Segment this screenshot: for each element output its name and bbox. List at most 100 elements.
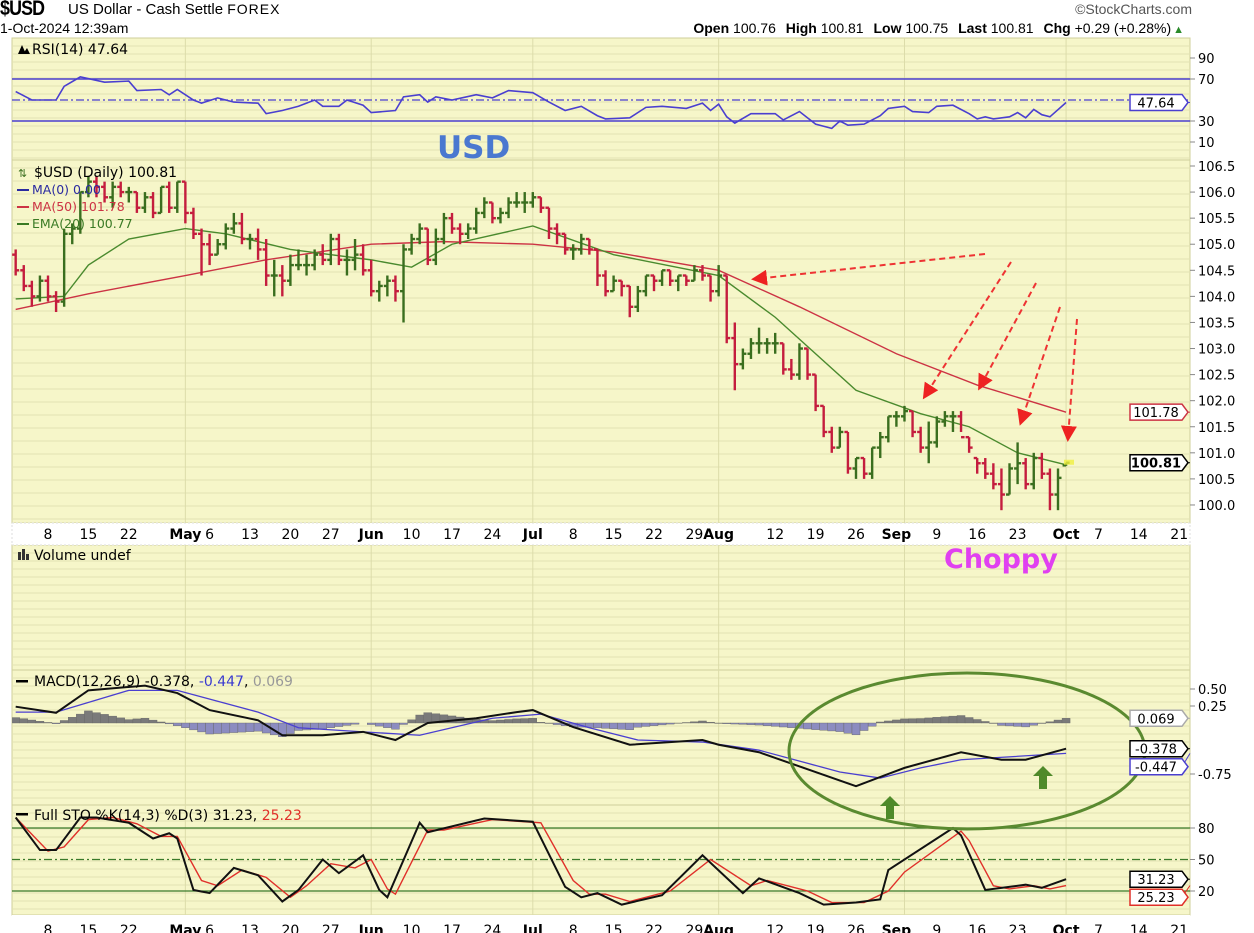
ohlc-bar xyxy=(529,192,537,208)
ohlc-bar xyxy=(173,180,181,213)
sto-k-tag xyxy=(1129,870,1189,888)
x-tick-label: 26 xyxy=(847,527,865,543)
macd-histogram-bar xyxy=(407,719,416,724)
macd-histogram-bar xyxy=(956,715,966,724)
macd-histogram-bar xyxy=(1061,718,1071,724)
ohlc-bar xyxy=(189,207,197,240)
ohlc-bar xyxy=(585,237,593,255)
security-name: US Dollar - Cash Settle xyxy=(68,1,224,18)
macd-histogram-bar xyxy=(803,722,812,730)
ohlc-bar xyxy=(375,280,383,302)
ohlc-bar xyxy=(294,249,302,271)
macd-histogram-bar xyxy=(68,717,77,724)
ohlc-bar xyxy=(1030,452,1038,490)
macd-histogram-bar xyxy=(92,712,101,724)
ohlc-bar xyxy=(480,197,488,219)
ohlc-bar xyxy=(206,233,214,266)
macd-hist-tag-text: 0.069 xyxy=(1137,712,1174,727)
ohlc-bar xyxy=(577,233,585,255)
ohlc-bar xyxy=(876,431,884,459)
x-tick-label: 8 xyxy=(569,527,578,543)
x-tick-label: 13 xyxy=(241,527,259,543)
macd-histogram-bar xyxy=(722,722,731,724)
rsi-axis-tick-label: 30 xyxy=(1198,115,1215,130)
ohlc-bar xyxy=(343,249,351,276)
x-tick-label: 20 xyxy=(281,527,299,543)
ohlc-bar xyxy=(36,275,44,302)
ohlc-bar xyxy=(1022,458,1030,490)
ohlc-bar xyxy=(925,421,933,464)
x-tick-label: 29 xyxy=(685,527,703,543)
macd-histogram-bar xyxy=(762,722,772,726)
ma50-line xyxy=(15,240,1067,413)
price-axis-tick-label: 100.5 xyxy=(1198,473,1235,488)
macd-histogram-bar xyxy=(140,718,150,724)
last-value: 100.81 xyxy=(990,20,1034,36)
x-tick-label: 12 xyxy=(766,527,784,543)
x-tick-label: 20 xyxy=(281,923,299,933)
ohlc-bar xyxy=(957,411,965,439)
ohlc-bar xyxy=(198,228,206,276)
rsi-legend: RSI(14) 47.64 xyxy=(32,42,128,58)
ohlc-bar xyxy=(351,239,359,271)
macd-histogram-bar xyxy=(932,717,941,724)
macd-histogram-bar xyxy=(124,719,134,724)
ohlc-bar xyxy=(12,249,20,276)
price-axis-tick-label: 105.5 xyxy=(1198,212,1235,227)
macd-histogram-bar xyxy=(423,712,432,724)
ohlc-bar xyxy=(246,233,254,250)
x-tick-label: 15 xyxy=(79,923,97,933)
x-tick-label: Sep xyxy=(882,527,912,543)
ohlc-bar xyxy=(642,274,650,297)
sto-legend: Full STO %K(14,3) %D(3) 31.23, 25.23 xyxy=(34,808,302,824)
ohlc-bar xyxy=(456,223,464,245)
ohlc-bar xyxy=(408,233,416,255)
macd-histogram-bar xyxy=(730,722,739,725)
macd-histogram-bar xyxy=(76,713,85,724)
macd-histogram-bar xyxy=(100,714,109,724)
x-tick-label: 15 xyxy=(79,527,97,543)
macd-histogram-bar xyxy=(892,719,901,724)
macd-axis-tick-label: 0.25 xyxy=(1198,700,1227,715)
high-label: High xyxy=(785,20,817,36)
ohlc-bar xyxy=(618,279,626,297)
ohlc-bar xyxy=(141,192,149,213)
macd-histogram-bar xyxy=(908,718,917,724)
ohlc-bar xyxy=(698,265,706,281)
ohlc-bar xyxy=(286,254,294,286)
macd-histogram-bar xyxy=(981,721,990,724)
x-tick-label: Jun xyxy=(358,527,384,543)
x-tick-label: 22 xyxy=(645,527,663,543)
macd-histogram-bar xyxy=(496,719,505,724)
price-axis-tick-label: 102.0 xyxy=(1198,395,1235,410)
usd-annotation: USD xyxy=(437,130,510,166)
x-tick-label: 21 xyxy=(1170,923,1188,933)
sto-k-tag-text: 31.23 xyxy=(1137,873,1174,888)
stockcharts-copyright[interactable]: ©StockCharts.com xyxy=(1075,1,1192,17)
macd-histogram-bar xyxy=(205,722,214,735)
x-tick-label: 14 xyxy=(1130,923,1148,933)
ohlc-bar xyxy=(60,228,68,307)
bottom-date-axis-strip xyxy=(12,915,1190,933)
x-tick-label: 22 xyxy=(120,527,138,543)
low-value: 100.75 xyxy=(905,20,949,36)
ohlc-bar xyxy=(553,223,561,245)
macd-histogram-bar xyxy=(375,722,384,727)
ohlc-bar xyxy=(117,181,125,198)
ma50-legend: MA(50) 101.78 xyxy=(32,199,125,214)
x-tick-label: Oct xyxy=(1053,527,1080,543)
price-axis-tick-label: 103.0 xyxy=(1198,343,1235,358)
macd-histogram-bar xyxy=(221,722,230,734)
price-axis-tick-label: 104.0 xyxy=(1198,290,1235,305)
macd-histogram-bar xyxy=(181,722,190,728)
date-axis-strip xyxy=(11,522,1191,546)
chart-symbol: $USD xyxy=(0,0,45,20)
ohlc-bar xyxy=(400,244,408,323)
macd-histogram-bar xyxy=(940,716,950,724)
low-label: Low xyxy=(873,20,902,36)
macd-histogram-bar xyxy=(399,722,408,725)
x-tick-label: Jul xyxy=(522,527,543,543)
macd-histogram-bar xyxy=(625,722,634,730)
ohlc-bar xyxy=(892,411,900,427)
ohlc-bar xyxy=(868,446,876,479)
